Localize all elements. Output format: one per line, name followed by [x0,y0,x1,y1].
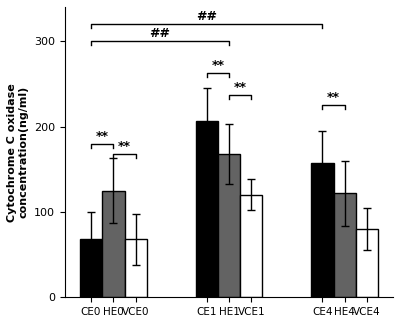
Bar [80,239,102,297]
Bar [356,229,378,297]
Text: **: ** [234,81,247,94]
Text: **: ** [118,140,131,153]
Text: **: ** [327,91,340,104]
Bar [124,239,147,297]
Bar [334,193,356,297]
Y-axis label: Cytochrome C oxidase
concentration(ng/ml): Cytochrome C oxidase concentration(ng/ml… [7,83,28,222]
Bar [240,195,262,297]
Bar [218,154,240,297]
Bar [196,121,218,297]
Text: ##: ## [196,10,217,23]
Bar [311,163,334,297]
Text: ##: ## [150,27,170,40]
Text: **: ** [96,130,109,143]
Bar [102,191,124,297]
Text: **: ** [211,59,224,72]
